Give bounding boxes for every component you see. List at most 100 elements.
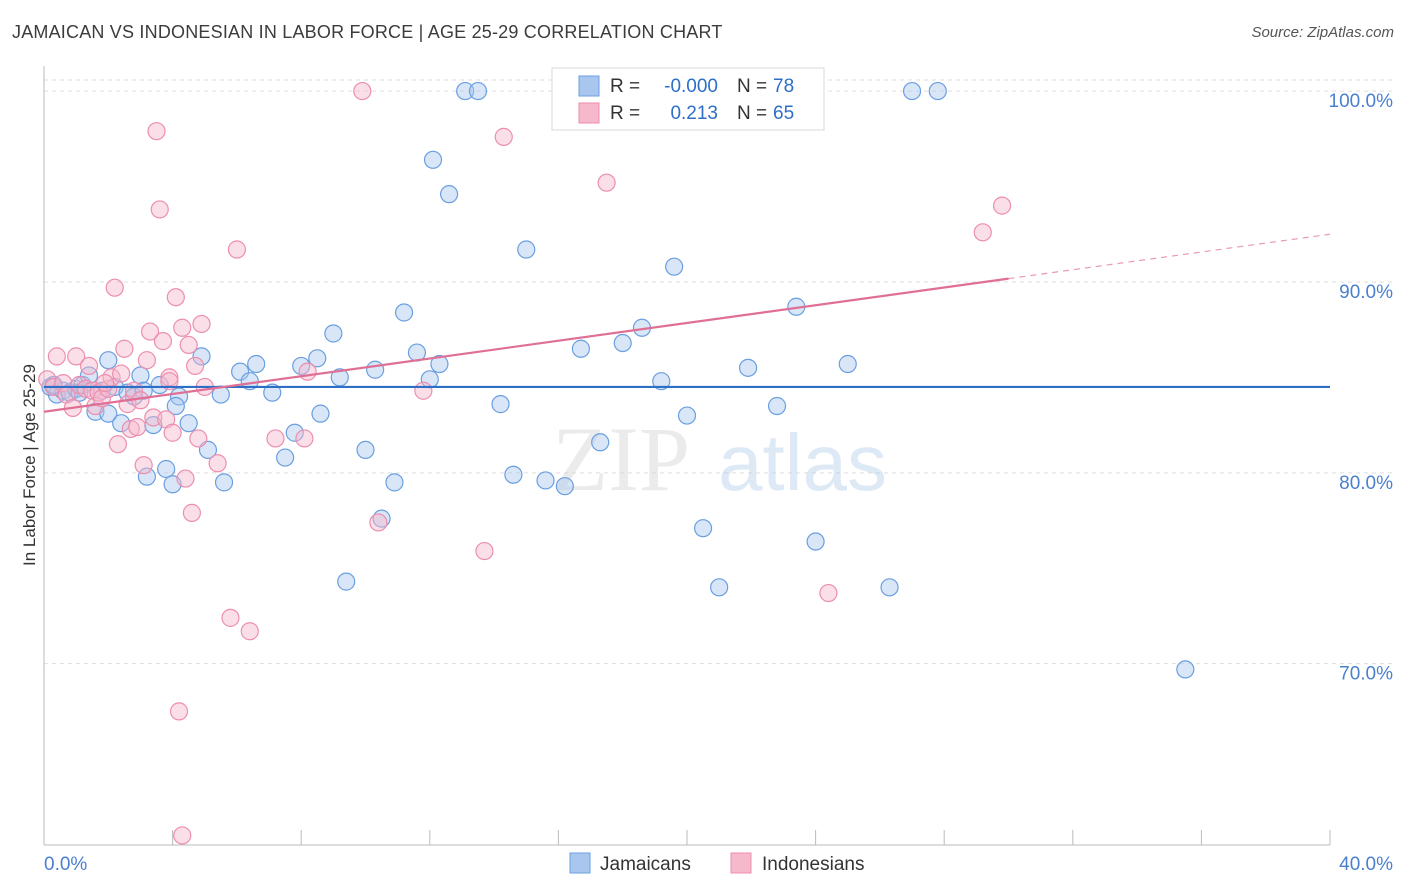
indonesians-point: [95, 374, 115, 393]
watermark: ZIP atlas: [552, 408, 887, 510]
jamaicans-point: [439, 185, 459, 204]
watermark-atlas: atlas: [718, 418, 887, 507]
legend-label-jamaicans: Jamaicans: [600, 854, 691, 875]
jamaicans-point: [767, 396, 787, 416]
indonesians-point: [240, 622, 259, 641]
y-axis-label: In Labor Force | Age 25-29: [20, 364, 39, 566]
indonesians-point: [134, 456, 153, 475]
jamaicans-point: [137, 467, 156, 486]
indonesians-point: [99, 379, 118, 398]
jamaicans-point: [311, 404, 330, 423]
indonesians-point: [189, 429, 208, 448]
jamaicans-point: [456, 81, 475, 101]
jamaicans-point: [394, 303, 414, 322]
indonesians-point: [992, 196, 1012, 215]
y-tick-label: 70.0%: [1339, 664, 1393, 685]
indonesians-point: [108, 435, 128, 454]
jamaicans-point: [491, 395, 510, 414]
jamaicans-point: [693, 519, 713, 538]
stats-legend: R = -0.000 N = 78 R = 0.213 N = 65: [551, 67, 825, 131]
indonesians-point: [475, 541, 494, 561]
jamaicans-point: [150, 375, 169, 395]
legend-swatch-indonesians: [730, 852, 752, 874]
jamaicans-point: [652, 372, 671, 391]
jamaicans-point: [337, 572, 356, 591]
jamaicans-point: [166, 396, 185, 416]
jamaicans-point: [99, 351, 118, 370]
stats-n-label: N =: [737, 76, 767, 97]
trend-layer: [43, 233, 1331, 413]
jamaicans-point: [285, 423, 304, 442]
series-legend: Jamaicans Indonesians: [569, 852, 864, 875]
axis-layer: 70.0% 80.0% 90.0% 100.0% 0.0% 40.0%: [43, 66, 1394, 875]
stats-r-label: R =: [610, 103, 640, 124]
jamaicans-point: [276, 448, 295, 467]
jamaicans-point: [928, 81, 947, 101]
indonesians-point: [89, 383, 108, 402]
jamaicans-point: [517, 240, 536, 259]
jamaicans-point: [591, 433, 610, 452]
jamaicans-point: [613, 333, 632, 353]
indonesians-point: [163, 423, 182, 442]
indonesians-point: [227, 240, 246, 259]
indonesians-point: [166, 288, 185, 307]
indonesians-point: [353, 81, 372, 101]
jamaicans-point: [677, 406, 697, 425]
indonesians-point: [186, 356, 205, 376]
indonesians-point: [369, 513, 388, 532]
indonesians-point: [179, 335, 198, 355]
jamaicans-point: [231, 362, 250, 381]
jamaicans-point: [366, 360, 385, 379]
stats-r-label: R =: [610, 76, 640, 97]
y-tick-label: 100.0%: [1329, 91, 1394, 112]
indonesians-point: [112, 364, 131, 383]
jamaicans-point: [571, 339, 591, 358]
points-layer: [38, 81, 1195, 845]
stats-n-label: N =: [737, 103, 767, 124]
jamaicans-point: [504, 465, 523, 484]
jamaicans-point: [430, 354, 449, 374]
indonesians-point: [169, 702, 189, 721]
indonesians-point: [105, 278, 124, 297]
jamaicans-point: [247, 354, 266, 374]
indonesians-point: [295, 429, 314, 448]
jamaicans-point: [179, 414, 198, 433]
jamaicans-point: [880, 578, 899, 597]
y-tick-label: 90.0%: [1339, 282, 1393, 303]
jamaicans-point: [356, 440, 375, 460]
stats-swatch-blue: [578, 75, 600, 97]
indonesians-point: [597, 173, 616, 192]
jamaicans-point: [192, 347, 211, 366]
watermark-zip: ZIP: [552, 408, 690, 510]
indonesians-point: [47, 347, 66, 366]
jamaicans-point: [423, 150, 443, 169]
indonesians-point: [115, 339, 134, 358]
jamaicans-point: [1176, 660, 1195, 679]
indonesians-point: [221, 608, 240, 627]
jamaicans-point: [902, 81, 922, 101]
jamaicans-point: [131, 366, 150, 385]
jamaicans-point: [710, 578, 729, 597]
jamaicans-point: [385, 473, 404, 492]
jamaicans-point: [468, 81, 488, 101]
indonesians-trend-extension: [1008, 233, 1331, 280]
indonesians-point: [153, 332, 173, 351]
indonesians-point: [973, 223, 992, 242]
legend-label-indonesians: Indonesians: [762, 854, 864, 875]
jamaicans-point: [214, 473, 234, 492]
indonesians-point: [819, 583, 838, 603]
jamaicans-point: [665, 257, 684, 276]
indonesians-point: [147, 122, 166, 141]
stats-n-value: 65: [773, 103, 794, 124]
stats-swatch-pink: [578, 102, 600, 124]
legend-swatch-jamaicans: [569, 852, 591, 874]
jamaicans-point: [157, 459, 176, 479]
indonesians-point: [414, 381, 433, 400]
indonesians-point: [173, 826, 192, 845]
indonesians-point: [208, 454, 227, 473]
stats-n-value: 78: [773, 76, 794, 97]
indonesians-point: [298, 362, 317, 381]
indonesians-point: [67, 347, 86, 366]
jamaicans-point: [536, 471, 555, 490]
